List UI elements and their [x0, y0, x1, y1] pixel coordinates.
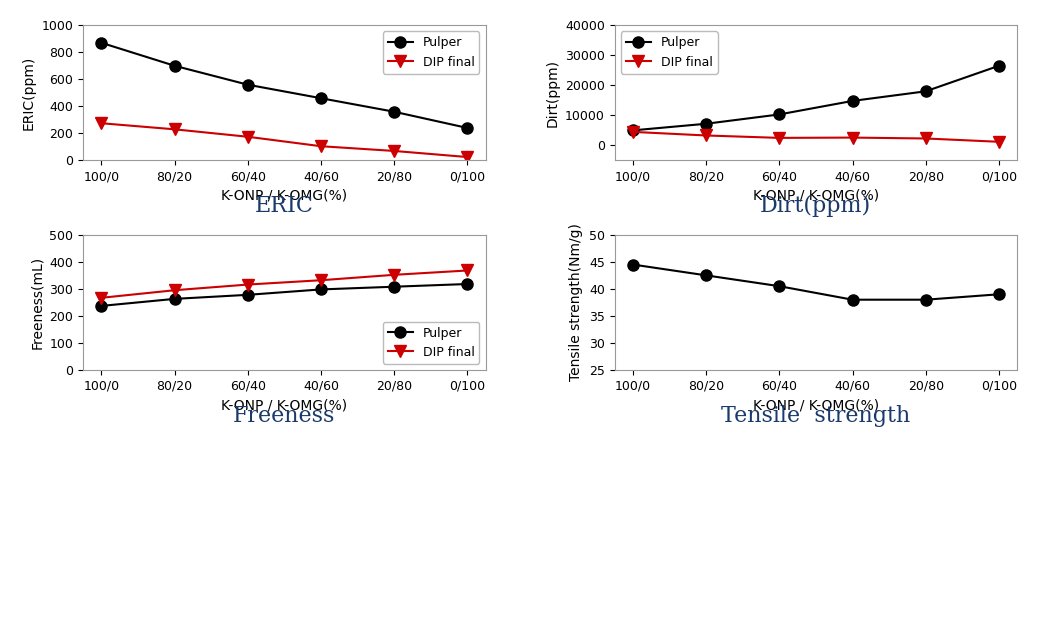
- DIP final: [242, 133, 254, 140]
- DIP final: [773, 134, 786, 142]
- Legend: Pulper, DIP final: Pulper, DIP final: [621, 32, 717, 74]
- Pulper: [627, 127, 639, 134]
- DIP final: [846, 134, 858, 141]
- Y-axis label: ERIC(ppm): ERIC(ppm): [22, 55, 36, 130]
- Pulper: [773, 111, 786, 118]
- Line: DIP final: DIP final: [95, 265, 473, 304]
- DIP final: [627, 128, 639, 135]
- Text: ERIC: ERIC: [255, 195, 313, 217]
- Pulper: [168, 295, 181, 302]
- DIP final: [388, 271, 401, 278]
- Text: Freeness: Freeness: [234, 404, 335, 427]
- Pulper: [315, 285, 327, 293]
- Legend: Pulper, DIP final: Pulper, DIP final: [383, 32, 480, 74]
- Pulper: [315, 94, 327, 102]
- Pulper: [700, 120, 712, 127]
- Line: Pulper: Pulper: [627, 60, 1005, 136]
- Line: Pulper: Pulper: [95, 278, 473, 311]
- Y-axis label: Tensile strength(Nm/g): Tensile strength(Nm/g): [569, 224, 583, 381]
- Text: Tensile  strength: Tensile strength: [721, 404, 910, 427]
- Text: Dirt(ppm): Dirt(ppm): [760, 195, 872, 217]
- X-axis label: K-ONP / K-OMG(%): K-ONP / K-OMG(%): [221, 189, 348, 203]
- Pulper: [846, 97, 858, 105]
- Pulper: [773, 282, 786, 290]
- DIP final: [95, 294, 108, 302]
- Pulper: [388, 283, 401, 290]
- DIP final: [315, 277, 327, 284]
- Line: Pulper: Pulper: [95, 37, 473, 134]
- Pulper: [461, 280, 473, 288]
- Line: Pulper: Pulper: [627, 259, 1005, 306]
- Pulper: [920, 296, 932, 304]
- DIP final: [168, 287, 181, 294]
- DIP final: [388, 147, 401, 155]
- Pulper: [168, 62, 181, 69]
- DIP final: [700, 132, 712, 139]
- Pulper: [388, 108, 401, 115]
- Y-axis label: Freeness(mL): Freeness(mL): [30, 256, 44, 349]
- Line: DIP final: DIP final: [95, 118, 473, 163]
- DIP final: [168, 125, 181, 133]
- Pulper: [992, 290, 1005, 298]
- Y-axis label: Dirt(ppm): Dirt(ppm): [545, 59, 559, 127]
- Pulper: [242, 291, 254, 299]
- X-axis label: K-ONP / K-OMG(%): K-ONP / K-OMG(%): [753, 189, 879, 203]
- Pulper: [992, 62, 1005, 69]
- Pulper: [95, 302, 108, 310]
- DIP final: [315, 142, 327, 150]
- DIP final: [992, 138, 1005, 146]
- Pulper: [920, 88, 932, 95]
- Pulper: [95, 39, 108, 47]
- Pulper: [700, 272, 712, 279]
- Legend: Pulper, DIP final: Pulper, DIP final: [383, 321, 480, 364]
- Pulper: [627, 261, 639, 268]
- Pulper: [461, 124, 473, 132]
- DIP final: [95, 120, 108, 127]
- DIP final: [242, 281, 254, 289]
- X-axis label: K-ONP / K-OMG(%): K-ONP / K-OMG(%): [221, 398, 348, 412]
- Pulper: [846, 296, 858, 304]
- X-axis label: K-ONP / K-OMG(%): K-ONP / K-OMG(%): [753, 398, 879, 412]
- Pulper: [242, 81, 254, 88]
- DIP final: [461, 266, 473, 274]
- DIP final: [920, 135, 932, 142]
- DIP final: [461, 153, 473, 161]
- Line: DIP final: DIP final: [627, 127, 1005, 147]
